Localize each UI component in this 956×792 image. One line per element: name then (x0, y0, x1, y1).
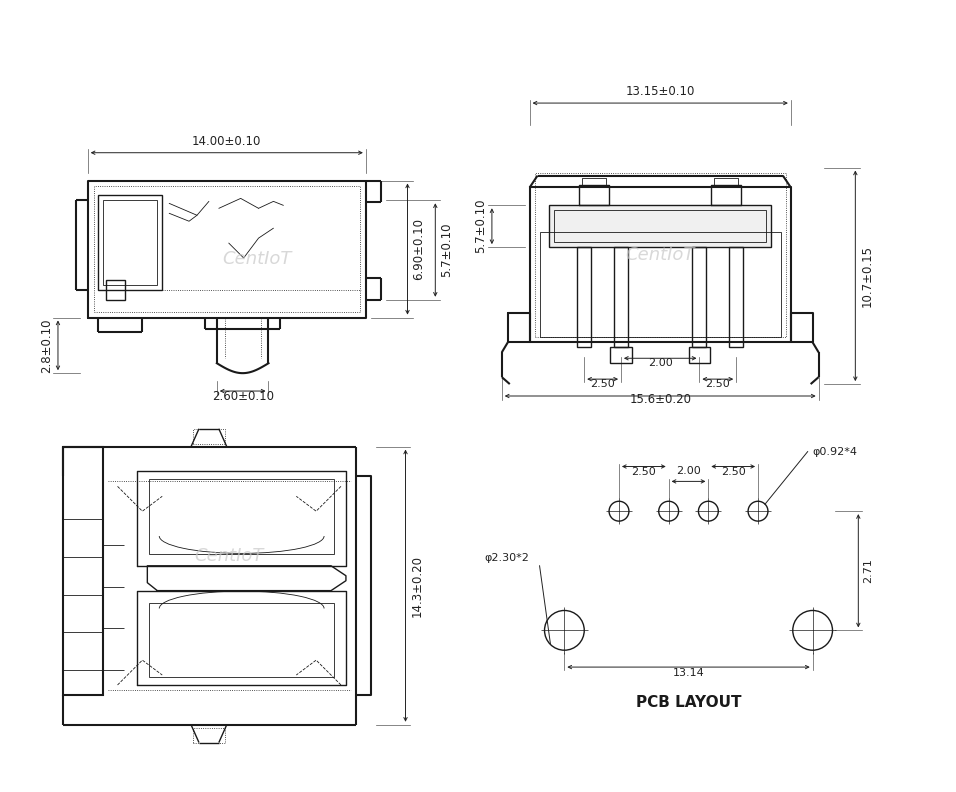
Bar (193, 428, 225, 444)
Text: 13.14: 13.14 (673, 668, 705, 678)
Text: 2.8±0.10: 2.8±0.10 (40, 318, 53, 372)
Text: 5.7±0.10: 5.7±0.10 (441, 223, 453, 277)
Text: 2.00: 2.00 (648, 358, 673, 368)
Text: 14.3±0.20: 14.3±0.20 (410, 554, 424, 617)
Bar (149, 603, 334, 677)
Text: CentIoT: CentIoT (194, 546, 264, 565)
Bar (94, 186, 359, 311)
Bar (550, 205, 771, 247)
Bar (102, 200, 158, 285)
Bar (539, 232, 781, 337)
Text: 2.71: 2.71 (863, 558, 873, 583)
Text: 2.50: 2.50 (590, 379, 615, 389)
Text: φ0.92*4: φ0.92*4 (813, 447, 858, 457)
Text: 14.00±0.10: 14.00±0.10 (192, 135, 261, 148)
Bar (534, 173, 786, 337)
Bar (729, 247, 743, 348)
Bar (577, 247, 591, 348)
Bar (610, 348, 632, 364)
Text: 5.7±0.10: 5.7±0.10 (474, 199, 487, 253)
Text: 15.6±0.20: 15.6±0.20 (629, 393, 691, 406)
Text: 2.50: 2.50 (706, 379, 730, 389)
Bar (149, 479, 334, 554)
Bar (98, 196, 163, 290)
Text: PCB LAYOUT: PCB LAYOUT (636, 695, 741, 710)
Bar (688, 348, 710, 364)
Text: 2.60±0.10: 2.60±0.10 (211, 390, 273, 403)
Bar (692, 247, 706, 348)
Text: 2.50: 2.50 (632, 467, 656, 478)
Text: 10.7±0.15: 10.7±0.15 (860, 245, 873, 307)
Text: 13.15±0.10: 13.15±0.10 (625, 85, 695, 98)
Text: 2.00: 2.00 (676, 466, 701, 477)
Text: CentIoT: CentIoT (222, 250, 292, 268)
Bar (193, 728, 225, 743)
Text: 6.90±0.10: 6.90±0.10 (412, 218, 425, 280)
Bar (614, 247, 628, 348)
Bar (105, 280, 125, 299)
Bar (554, 211, 766, 242)
Text: CentIoT: CentIoT (625, 246, 694, 264)
Text: φ2.30*2: φ2.30*2 (485, 553, 530, 563)
Bar (63, 447, 102, 695)
Text: 2.50: 2.50 (721, 467, 746, 478)
